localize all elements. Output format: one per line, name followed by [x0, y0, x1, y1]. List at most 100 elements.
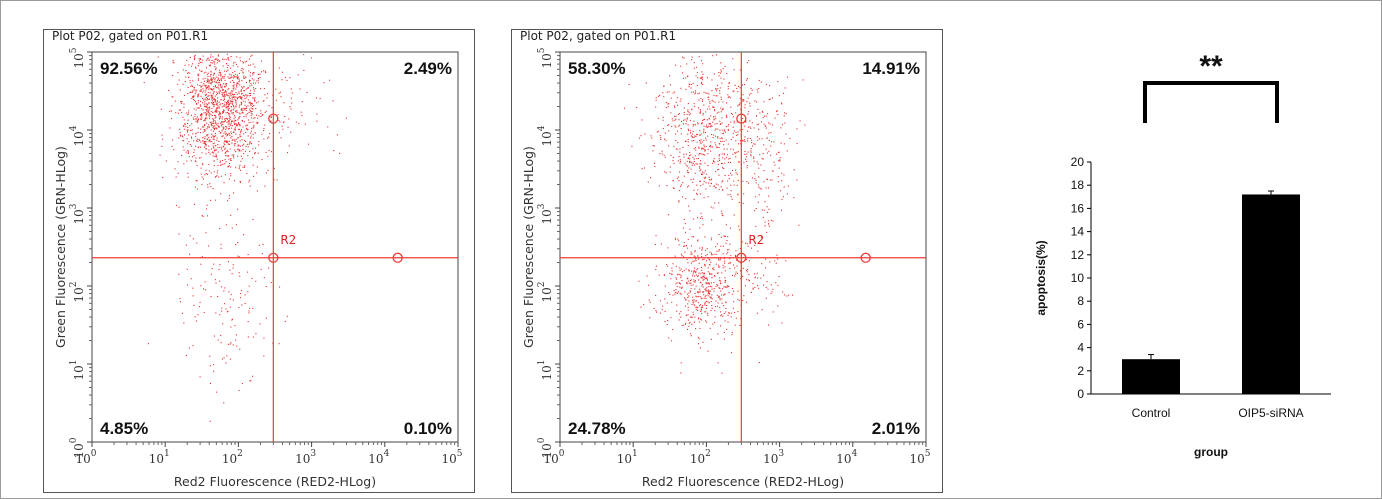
- scatter-point: [238, 124, 240, 126]
- scatter-point: [238, 389, 240, 391]
- scatter-point: [728, 174, 730, 176]
- scatter-point: [757, 91, 759, 93]
- scatter-point: [266, 97, 268, 99]
- scatter-point: [224, 83, 226, 85]
- scatter-point: [245, 81, 247, 83]
- scatter-point: [707, 165, 709, 167]
- scatter-point: [763, 274, 765, 276]
- bar-y-tick-label: 0: [1077, 387, 1084, 401]
- scatter-point: [212, 77, 214, 79]
- scatter-point: [228, 107, 230, 109]
- scatter-point: [758, 287, 760, 289]
- scatter-point: [286, 79, 288, 81]
- scatter-point: [660, 243, 662, 245]
- scatter-point: [678, 180, 680, 182]
- scatter-point: [703, 197, 705, 199]
- scatter-point: [663, 154, 665, 156]
- gate-handle-center[interactable]: [268, 252, 279, 263]
- scatter-point: [715, 183, 717, 185]
- scatter-point: [206, 122, 208, 124]
- scatter-point: [726, 73, 728, 75]
- scatter-point: [237, 242, 239, 244]
- scatter-point: [188, 64, 190, 66]
- scatter-point: [225, 86, 227, 88]
- scatter-point: [693, 236, 695, 238]
- scatter-point: [254, 153, 256, 155]
- scatter-point: [698, 146, 700, 148]
- scatter-point: [757, 285, 759, 287]
- scatter-point: [680, 311, 682, 313]
- scatter-point: [662, 116, 664, 118]
- scatter-point: [703, 130, 705, 132]
- scatter-point: [655, 265, 657, 267]
- scatter-point: [699, 166, 701, 168]
- scatter-point: [258, 141, 260, 143]
- scatter-point: [692, 162, 694, 164]
- scatter-point: [235, 138, 237, 140]
- scatter-point: [746, 160, 748, 162]
- scatter-point: [765, 148, 767, 150]
- scatter-point: [248, 179, 250, 181]
- scatter-point: [286, 315, 288, 317]
- scatter-point: [733, 120, 735, 122]
- scatter-point: [256, 80, 258, 82]
- scatter-point: [207, 103, 209, 105]
- scatter-point: [226, 141, 228, 143]
- scatter-point: [727, 128, 729, 130]
- scatter-point: [722, 157, 724, 159]
- scatter-point: [237, 83, 239, 85]
- scatter-point: [202, 88, 204, 90]
- scatter-point: [219, 280, 221, 282]
- scatter-point: [217, 92, 219, 94]
- scatter-point: [692, 218, 694, 220]
- scatter-point: [179, 89, 181, 91]
- scatter-point: [680, 65, 682, 67]
- scatter-point: [715, 146, 717, 148]
- gate-handle-top[interactable]: [268, 113, 279, 124]
- scatter-point: [724, 260, 726, 262]
- scatter-point: [228, 120, 230, 122]
- scatter-point: [255, 82, 257, 84]
- scatter-point: [699, 77, 701, 79]
- scatter-point: [716, 294, 718, 296]
- scatter-point: [234, 143, 236, 145]
- scatter-point: [709, 102, 711, 104]
- scatter-point: [760, 121, 762, 123]
- scatter-point: [215, 123, 217, 125]
- scatter-point: [707, 126, 709, 128]
- scatter-point: [687, 141, 689, 143]
- scatter-point: [249, 141, 251, 143]
- scatter-point: [709, 293, 711, 295]
- scatter-point: [199, 115, 201, 117]
- scatter-point: [182, 146, 184, 148]
- scatter-point: [750, 127, 752, 129]
- scatter-point: [706, 126, 708, 128]
- scatter-point: [201, 176, 203, 178]
- scatter-point: [718, 101, 720, 103]
- scatter-point: [685, 314, 687, 316]
- scatter-point: [189, 82, 191, 84]
- scatter-point: [227, 166, 229, 168]
- scatter-point: [206, 110, 208, 112]
- gate-handle-center[interactable]: [736, 252, 747, 263]
- scatter-point: [217, 79, 219, 81]
- scatter-point: [778, 167, 780, 169]
- scatter-point: [223, 92, 225, 94]
- gate-handle-right[interactable]: [860, 252, 871, 263]
- scatter-point: [742, 180, 744, 182]
- scatter-point: [235, 99, 237, 101]
- scatter-point: [771, 179, 773, 181]
- scatter-point: [236, 124, 238, 126]
- scatter-point: [234, 149, 236, 151]
- scatter-point: [253, 79, 255, 81]
- gate-handle-right[interactable]: [392, 252, 403, 263]
- scatter-point: [717, 169, 719, 171]
- scatter-point: [654, 244, 656, 246]
- gate-handle-top[interactable]: [736, 113, 747, 124]
- scatter-point: [744, 153, 746, 155]
- scatter-point: [202, 131, 204, 133]
- scatter-point: [757, 277, 759, 279]
- scatter-point: [724, 65, 726, 67]
- scatter-point: [652, 145, 654, 147]
- scatter-point: [769, 85, 771, 87]
